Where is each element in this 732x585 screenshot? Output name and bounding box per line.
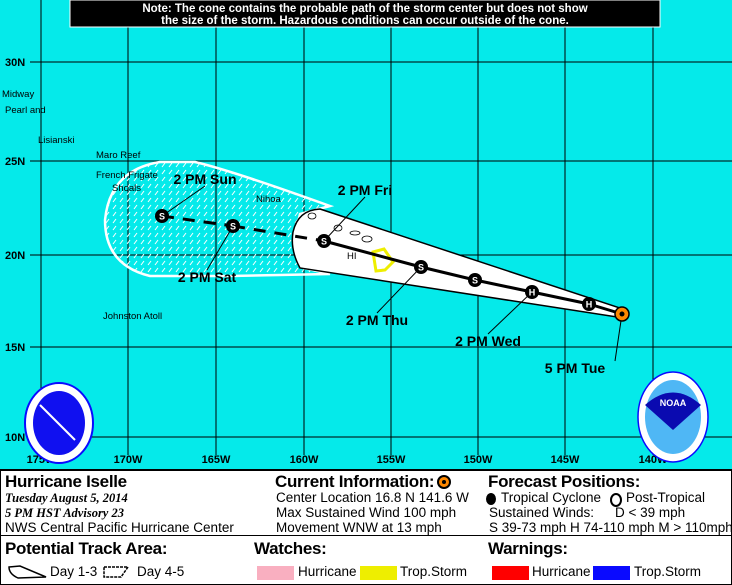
track-segment xyxy=(232,224,325,243)
day-4-5-cone-icon xyxy=(103,566,130,578)
forecast-time-label: 2 PM Thu xyxy=(346,312,408,328)
advisory-number: 5 PM HST Advisory 23 xyxy=(5,506,124,520)
place-label: Pearl and xyxy=(5,105,46,116)
movement: Movement WNW at 13 mph xyxy=(276,520,442,535)
label-leader xyxy=(206,225,234,271)
note-box xyxy=(69,0,661,28)
forecast-time-label: 2 PM Wed xyxy=(455,333,521,349)
longitude-label: 170W xyxy=(114,454,143,466)
intensity-code: S xyxy=(321,237,327,247)
forecast-point-marker xyxy=(317,234,331,248)
forecast-point-marker xyxy=(226,219,240,233)
forecast-point-marker xyxy=(155,209,169,223)
sustained-winds-label: Sustained Winds: xyxy=(489,505,595,520)
current-position-dot xyxy=(619,311,625,317)
longitude-label: 165W xyxy=(202,454,231,466)
tropical-cyclone-label: Tropical Cyclone xyxy=(501,490,602,505)
hurricane-warning-label: Hurricane xyxy=(532,564,591,579)
longitude-label: 160W xyxy=(290,454,319,466)
intensity-code: S xyxy=(159,212,165,222)
forecast-point-marker xyxy=(468,273,482,287)
storm-info-panel: Hurricane Iselle Tuesday August 5, 2014 … xyxy=(0,469,732,538)
tropical-storm-warning-label: Trop.Storm xyxy=(634,564,702,579)
day-1-3-cone-icon xyxy=(8,565,47,579)
longitude-label: 145W xyxy=(551,454,580,466)
note-line-1: Note: The cone contains the probable pat… xyxy=(142,3,587,15)
latitude-label: 15N xyxy=(5,342,25,354)
noaa-logo-text: NOAA xyxy=(660,398,687,408)
issuing-center: NWS Central Pacific Hurricane Center xyxy=(5,520,234,535)
intensity-ranges: S 39-73 mph H 74-110 mph M > 110mph xyxy=(489,520,732,535)
track-segment xyxy=(531,290,590,306)
tropical-storm-warning-swatch xyxy=(593,566,630,580)
label-leader xyxy=(487,291,533,335)
tropical-cyclone-icon xyxy=(486,493,496,505)
label-leader xyxy=(614,313,623,362)
label-leader xyxy=(323,196,366,242)
forecast-point-marker xyxy=(582,297,596,311)
forecast-map: 175W 170W 165W 160W 155W 150W 145W 140W30N25N20… xyxy=(0,0,732,470)
potential-track-title: Potential Track Area: xyxy=(5,539,168,558)
watches-title: Watches: xyxy=(254,539,327,558)
forecast-track: S S S S S H H xyxy=(155,185,630,362)
place-label: Midway xyxy=(2,89,34,100)
place-label: French Frigate xyxy=(96,170,158,181)
tropical-storm-watch-swatch xyxy=(360,566,397,580)
note-line-2: the size of the storm. Hazardous conditi… xyxy=(161,15,569,27)
place-label: Maro Reef xyxy=(96,150,141,161)
latitude-label: 30N xyxy=(5,57,25,69)
hurricane-watch-label: Hurricane xyxy=(298,564,357,579)
intensity-code: S xyxy=(230,222,236,232)
latitude-label: 25N xyxy=(5,156,25,168)
forecast-point-marker xyxy=(414,260,428,274)
intensity-code: S xyxy=(418,263,424,273)
forecast-time-label: 2 PM Sun xyxy=(173,171,236,187)
intensity-code: S xyxy=(472,276,478,286)
longitude-label: 150W xyxy=(464,454,493,466)
forecast-positions-title: Forecast Positions: xyxy=(488,472,641,491)
day-1-3-label: Day 1-3 xyxy=(50,564,98,579)
current-position-icon xyxy=(437,475,451,489)
day-4-5-label: Day 4-5 xyxy=(137,564,185,579)
latitude-label: 10N xyxy=(5,432,25,444)
place-label: Lisianski xyxy=(38,135,74,146)
forecast-time-label: 2 PM Fri xyxy=(338,182,392,198)
center-location: Center Location 16.8 N 141.6 W xyxy=(276,490,469,505)
warnings-title: Warnings: xyxy=(488,539,568,558)
forecast-point-marker xyxy=(525,285,539,299)
latitude-label: 20N xyxy=(5,250,25,262)
place-label: HI xyxy=(347,251,357,262)
noaa-logo: NOAA xyxy=(637,371,709,463)
post-tropical-label: Post-Tropical xyxy=(626,490,706,505)
current-info-title: Current Information: xyxy=(275,472,435,491)
label-leader xyxy=(376,266,422,314)
tropical-storm-watch-label: Trop.Storm xyxy=(400,564,468,579)
post-tropical-icon xyxy=(610,493,622,507)
storm-name: Hurricane Iselle xyxy=(5,472,127,491)
legend-panel: Potential Track Area: Day 1-3 Day 4-5 Wa… xyxy=(0,535,732,585)
hurricane-warning-swatch xyxy=(492,566,529,580)
intensity-code: H xyxy=(586,300,593,310)
forecast-time-label: 5 PM Tue xyxy=(545,360,606,376)
longitude-label: 155W xyxy=(377,454,406,466)
label-leader xyxy=(161,185,206,217)
track-segment xyxy=(323,239,422,269)
track-segment xyxy=(474,278,533,294)
place-label: Nihoa xyxy=(256,194,282,205)
track-segment xyxy=(161,214,234,228)
max-sustained-wind: Max Sustained Wind 100 mph xyxy=(276,505,457,520)
forecast-time-label: 2 PM Sat xyxy=(178,269,237,285)
nws-logo xyxy=(24,382,94,464)
hurricane-watch-swatch xyxy=(257,566,294,580)
depression-range: D < 39 mph xyxy=(615,505,686,520)
cone-day-4-5 xyxy=(103,160,335,278)
advisory-date: Tuesday August 5, 2014 xyxy=(5,491,128,505)
intensity-code: H xyxy=(529,288,536,298)
track-segment xyxy=(420,265,476,282)
place-label: Shoals xyxy=(112,183,141,194)
place-label: Johnston Atoll xyxy=(103,311,162,322)
